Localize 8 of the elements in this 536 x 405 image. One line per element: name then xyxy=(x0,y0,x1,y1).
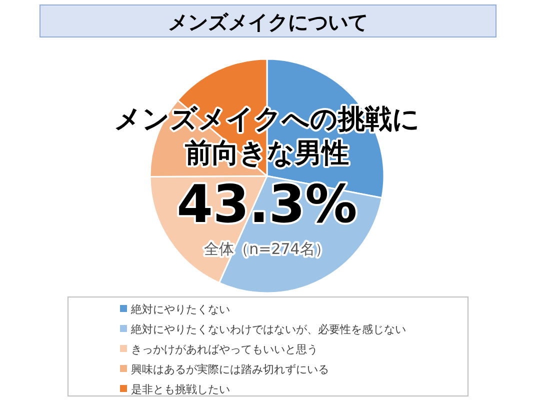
text: 全体（n=274名） xyxy=(204,240,330,258)
legend-label: きっかけがあればやってもいいと思う xyxy=(131,343,318,356)
legend-label: 興味はあるが実際には踏み切れずにいる xyxy=(131,363,329,376)
chart-title: メンズメイクについて xyxy=(168,10,368,34)
legend-label: 絶対にやりたくない xyxy=(130,303,230,316)
legend-label: 絶対にやりたくないわけではないが、必要性を感じない xyxy=(130,323,406,336)
legend-label: 是非とも挑戦したい xyxy=(131,383,230,396)
text: 43.3% xyxy=(176,175,358,235)
